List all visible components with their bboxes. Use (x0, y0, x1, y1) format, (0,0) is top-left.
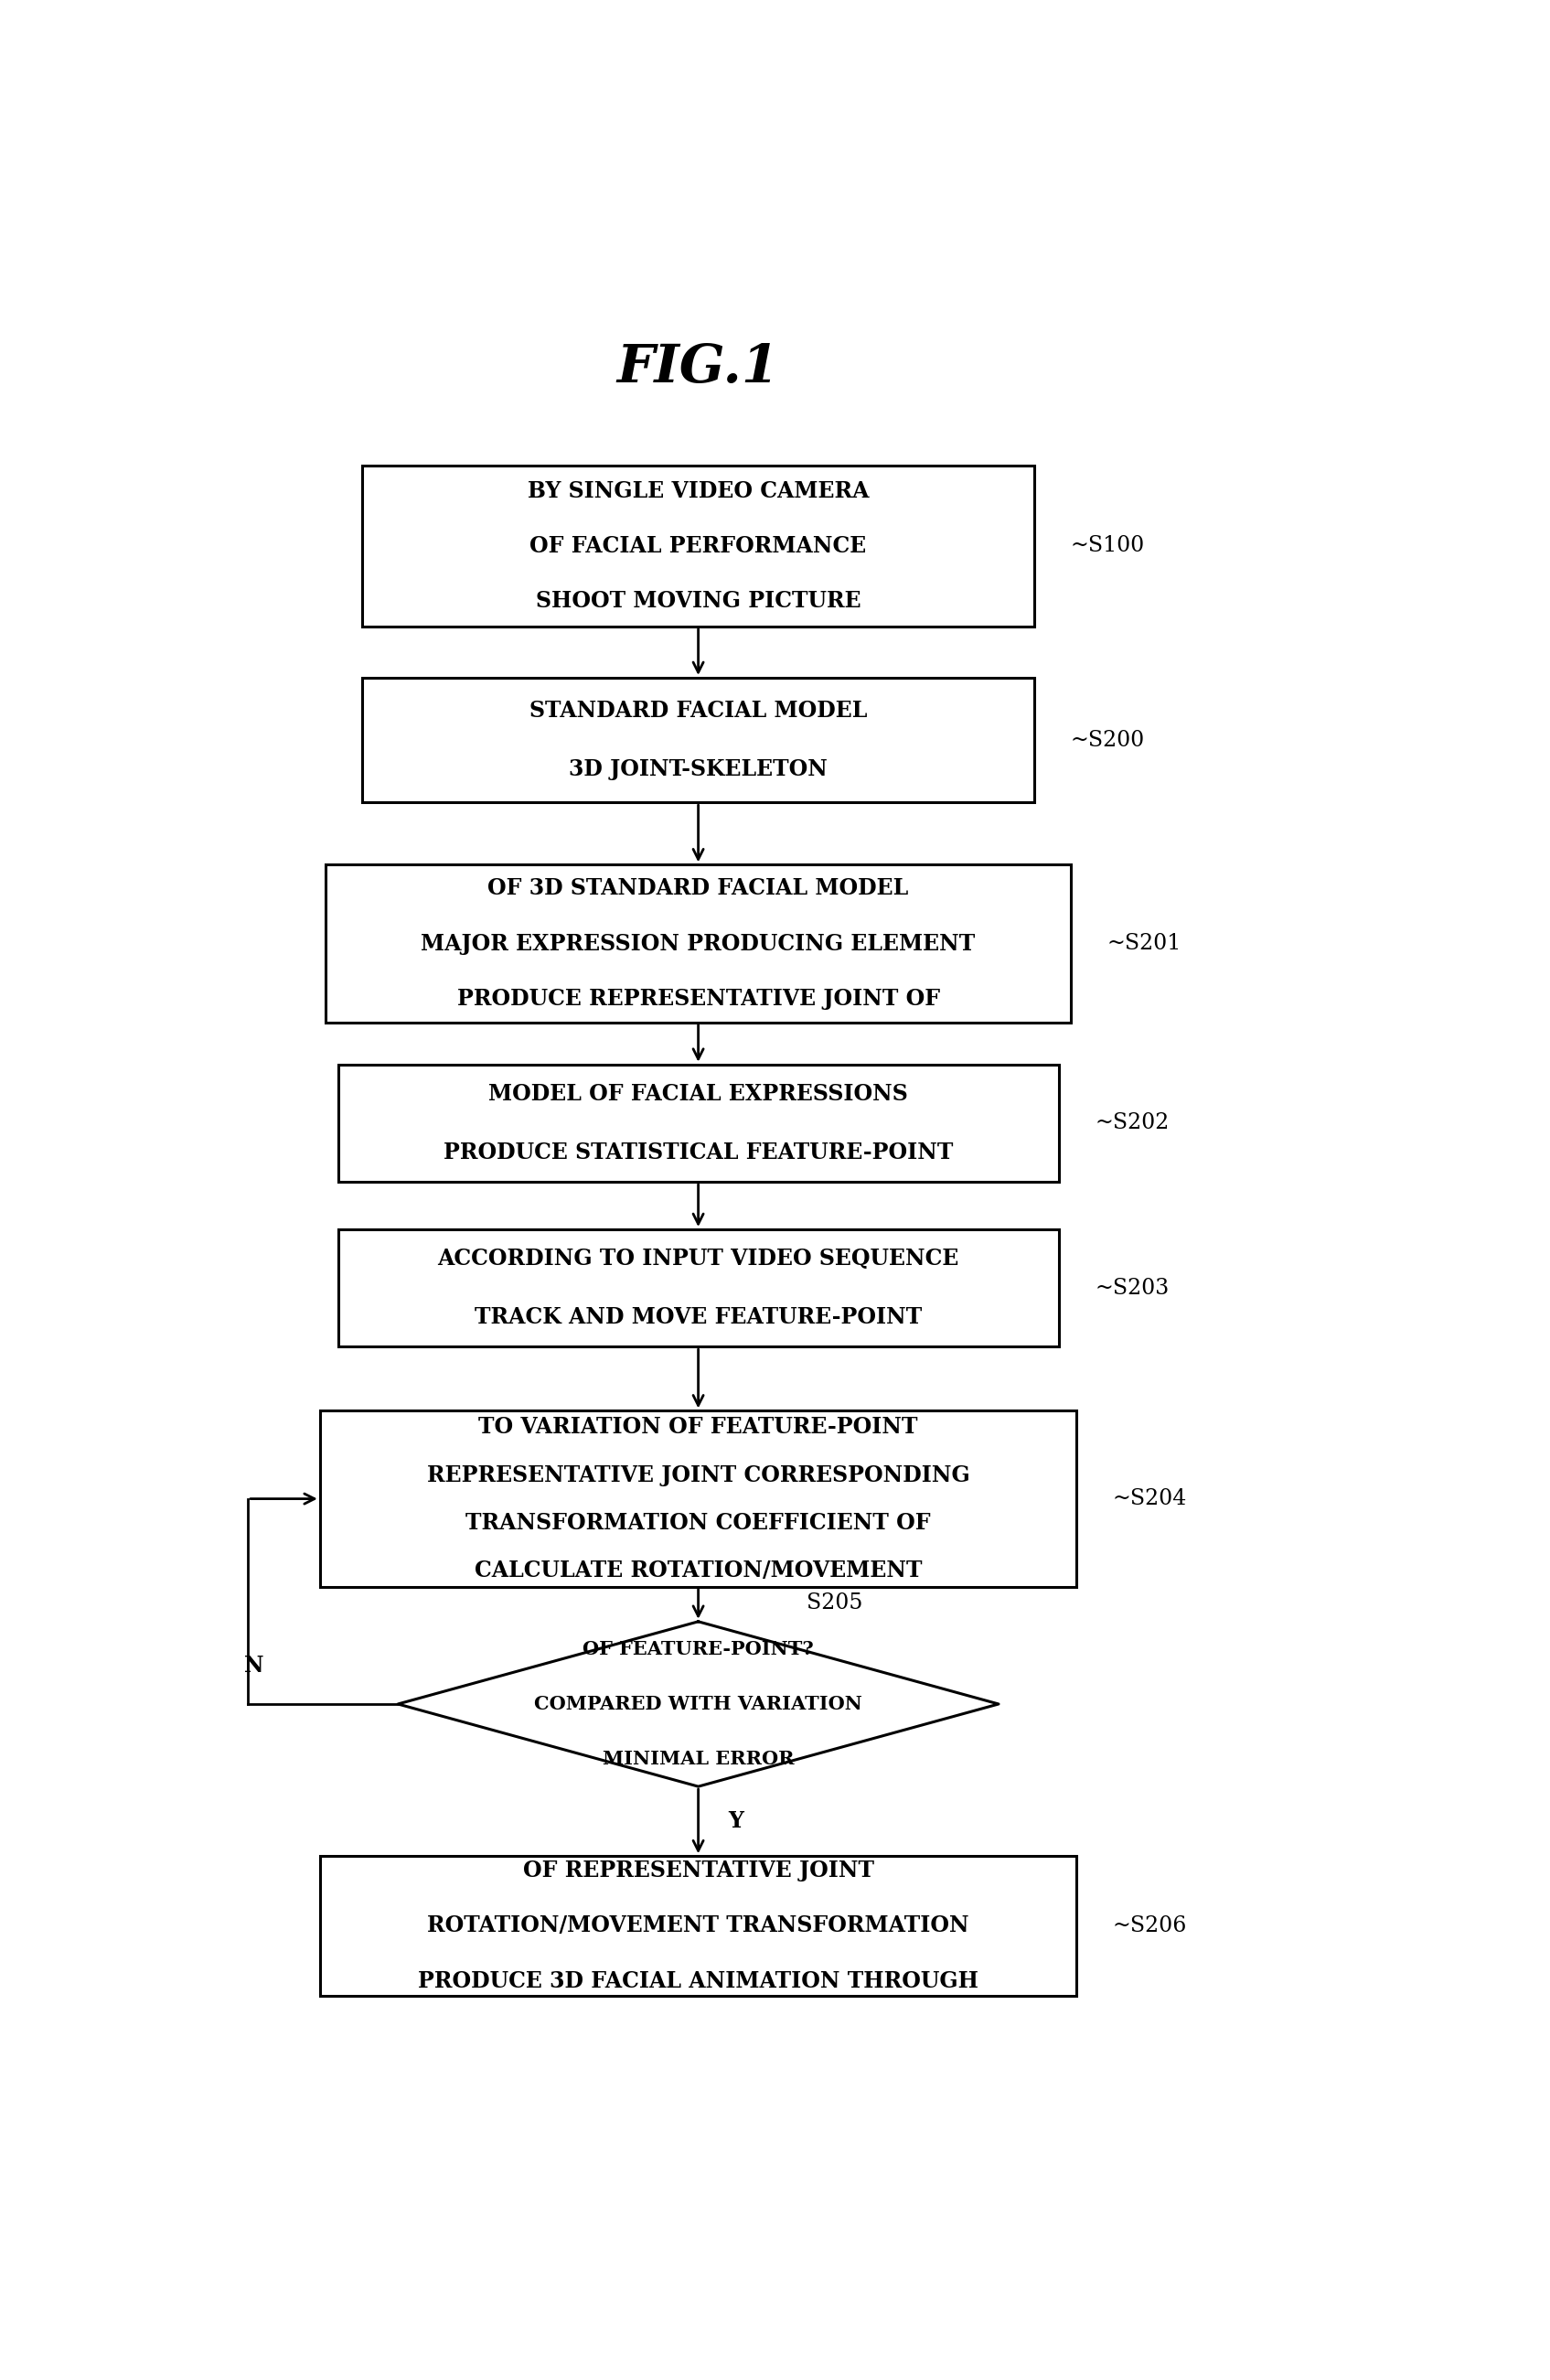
Text: OF FEATURE-POINT?: OF FEATURE-POINT? (583, 1640, 814, 1659)
Text: TO VARIATION OF FEATURE-POINT: TO VARIATION OF FEATURE-POINT (479, 1416, 918, 1438)
Text: BY SINGLE VIDEO CAMERA: BY SINGLE VIDEO CAMERA (527, 481, 870, 502)
Text: PRODUCE STATISTICAL FEATURE-POINT: PRODUCE STATISTICAL FEATURE-POINT (443, 1142, 953, 1164)
Text: MAJOR EXPRESSION PRODUCING ELEMENT: MAJOR EXPRESSION PRODUCING ELEMENT (422, 933, 975, 954)
FancyBboxPatch shape (319, 1856, 1077, 1994)
Text: CALCULATE ROTATION/MOVEMENT: CALCULATE ROTATION/MOVEMENT (474, 1559, 922, 1580)
FancyBboxPatch shape (361, 464, 1035, 626)
Text: PRODUCE 3D FACIAL ANIMATION THROUGH: PRODUCE 3D FACIAL ANIMATION THROUGH (419, 1971, 978, 1992)
Text: ~S203: ~S203 (1094, 1278, 1169, 1299)
Text: TRANSFORMATION COEFFICIENT OF: TRANSFORMATION COEFFICIENT OF (465, 1511, 932, 1533)
Text: OF FACIAL PERFORMANCE: OF FACIAL PERFORMANCE (530, 536, 866, 557)
Text: 3D JOINT-SKELETON: 3D JOINT-SKELETON (569, 759, 828, 781)
Text: FIG.1: FIG.1 (617, 343, 780, 395)
Text: ~S100: ~S100 (1071, 536, 1145, 557)
Text: ~S206: ~S206 (1113, 1916, 1187, 1937)
Text: S205: S205 (806, 1592, 862, 1614)
Text: MINIMAL ERROR: MINIMAL ERROR (603, 1749, 794, 1768)
Text: OF REPRESENTATIVE JOINT: OF REPRESENTATIVE JOINT (522, 1859, 874, 1883)
Text: ~S202: ~S202 (1094, 1111, 1169, 1133)
Text: OF 3D STANDARD FACIAL MODEL: OF 3D STANDARD FACIAL MODEL (488, 878, 908, 900)
Text: ACCORDING TO INPUT VIDEO SEQUENCE: ACCORDING TO INPUT VIDEO SEQUENCE (437, 1247, 959, 1269)
FancyBboxPatch shape (338, 1230, 1059, 1347)
Text: ROTATION/MOVEMENT TRANSFORMATION: ROTATION/MOVEMENT TRANSFORMATION (428, 1916, 969, 1937)
Polygon shape (398, 1621, 998, 1787)
Text: Y: Y (728, 1811, 744, 1833)
Text: STANDARD FACIAL MODEL: STANDARD FACIAL MODEL (530, 700, 866, 721)
Text: ~S204: ~S204 (1113, 1488, 1187, 1509)
Text: MODEL OF FACIAL EXPRESSIONS: MODEL OF FACIAL EXPRESSIONS (488, 1083, 908, 1104)
Text: PRODUCE REPRESENTATIVE JOINT OF: PRODUCE REPRESENTATIVE JOINT OF (457, 988, 939, 1009)
FancyBboxPatch shape (361, 678, 1035, 802)
Text: N: N (243, 1654, 264, 1676)
FancyBboxPatch shape (338, 1064, 1059, 1183)
Text: REPRESENTATIVE JOINT CORRESPONDING: REPRESENTATIVE JOINT CORRESPONDING (426, 1464, 970, 1485)
Text: COMPARED WITH VARIATION: COMPARED WITH VARIATION (535, 1695, 862, 1714)
FancyBboxPatch shape (326, 864, 1071, 1023)
Text: ~S201: ~S201 (1107, 933, 1181, 954)
Text: SHOOT MOVING PICTURE: SHOOT MOVING PICTURE (536, 590, 860, 612)
Text: ~S200: ~S200 (1071, 731, 1145, 750)
Text: TRACK AND MOVE FEATURE-POINT: TRACK AND MOVE FEATURE-POINT (474, 1307, 922, 1328)
FancyBboxPatch shape (319, 1411, 1077, 1587)
